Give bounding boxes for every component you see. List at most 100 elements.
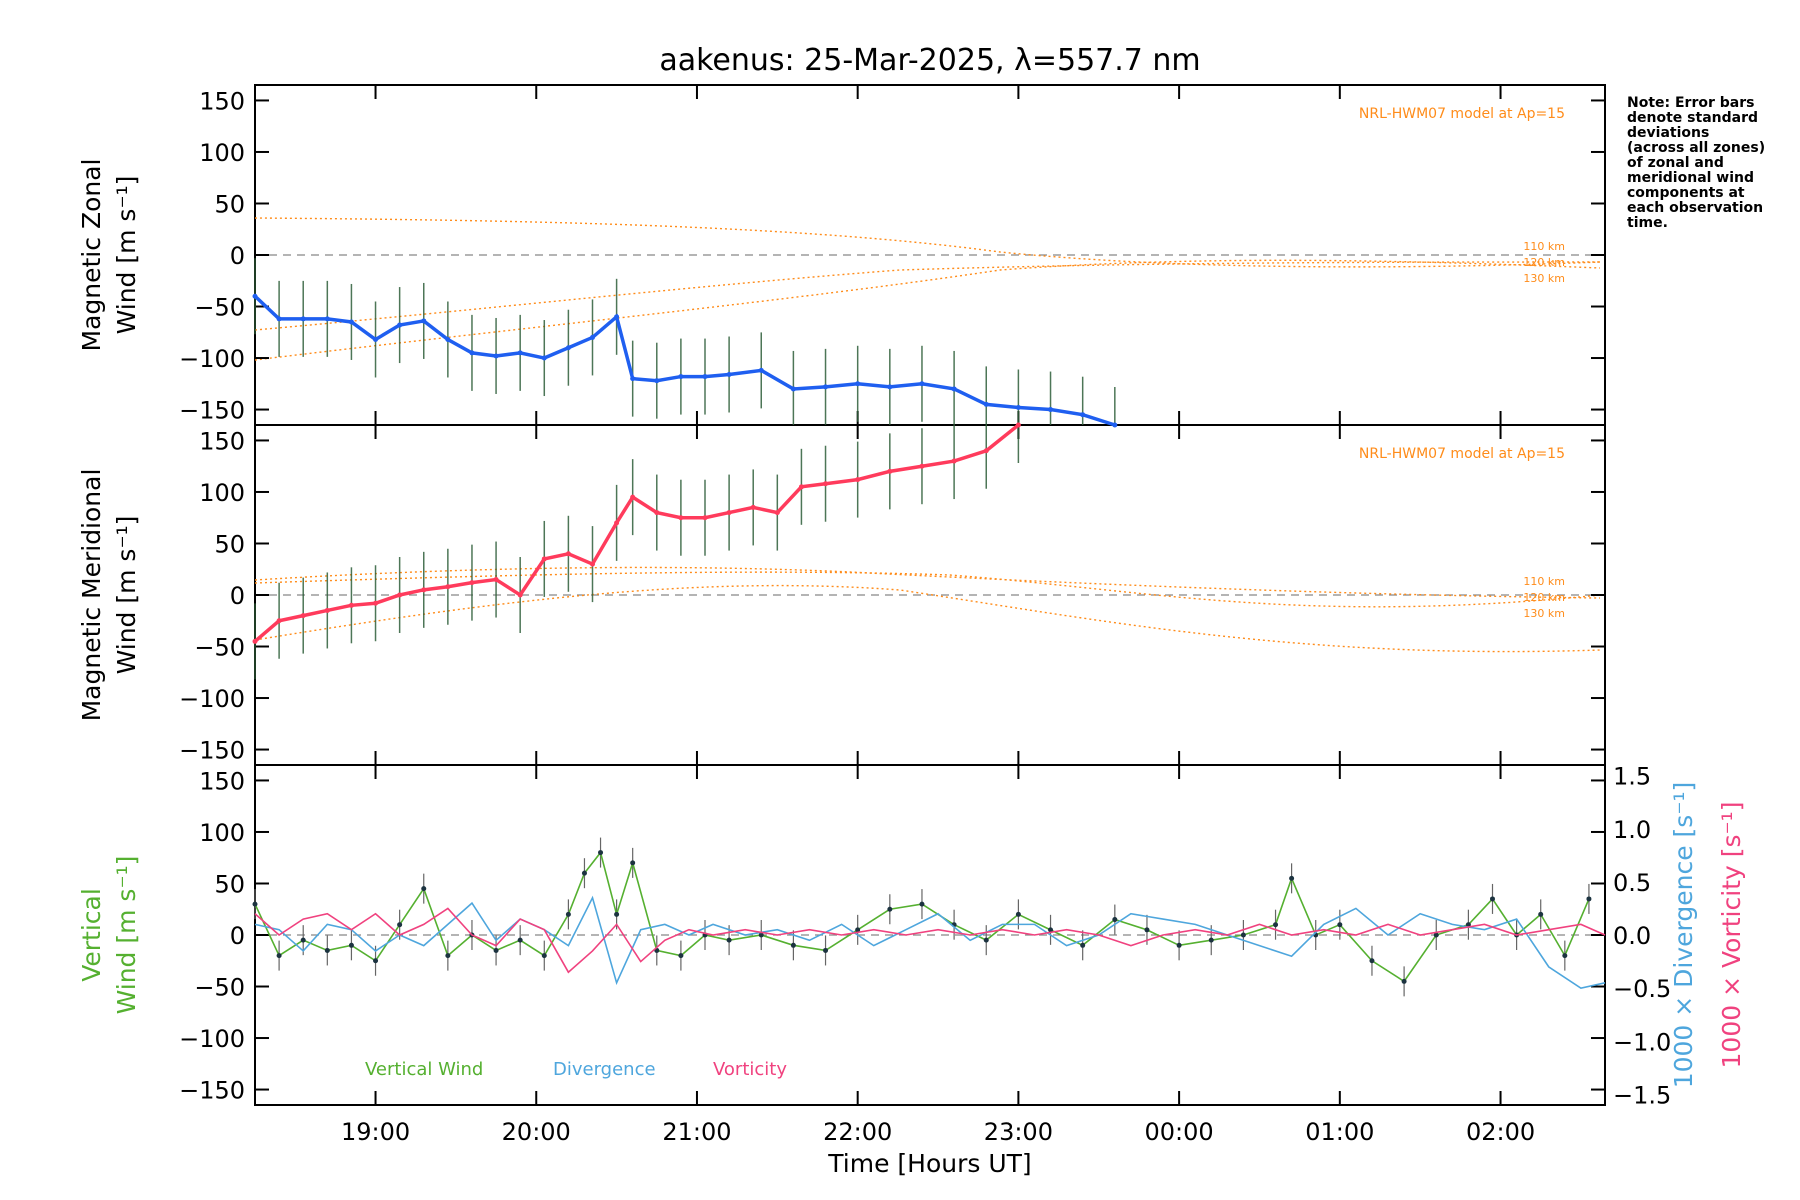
data-point — [630, 494, 636, 500]
y2-tick-label: 1.5 — [1613, 763, 1651, 791]
data-point — [252, 638, 258, 644]
data-point — [855, 381, 861, 387]
y-tick-label: 50 — [214, 190, 245, 218]
y2-tick-label: −0.5 — [1613, 975, 1671, 1003]
zonal-ylabel-line1: Magnetic Zonal — [77, 159, 106, 352]
y-tick-label: −100 — [179, 345, 245, 373]
data-point — [445, 336, 451, 342]
legend-vorticity: Vorticity — [713, 1059, 787, 1080]
data-point — [541, 556, 547, 562]
note-line: (across all zones) — [1627, 140, 1765, 156]
x-tick-label: 23:00 — [984, 1118, 1053, 1146]
data-point — [276, 953, 282, 959]
note-line: deviations — [1627, 125, 1709, 141]
data-point — [1015, 911, 1021, 917]
data-point — [790, 942, 796, 948]
x-tick-label: 20:00 — [502, 1118, 571, 1146]
note-line: denote standard — [1627, 110, 1758, 126]
data-point — [887, 384, 893, 390]
data-point — [1112, 422, 1118, 428]
data-point — [581, 870, 587, 876]
x-tick-label: 02:00 — [1466, 1118, 1535, 1146]
data-point — [919, 463, 925, 469]
y-tick-label: −150 — [179, 1077, 245, 1105]
y-tick-label: 150 — [199, 767, 245, 795]
data-point — [1586, 896, 1592, 902]
data-point — [493, 577, 499, 583]
note-line: meridional wind — [1627, 170, 1754, 186]
axis-ticks: 150100500−50−100−150150100500−50−100−150… — [179, 85, 1671, 1146]
y-tick-label: −150 — [179, 397, 245, 425]
y-tick-label: 0 — [230, 582, 245, 610]
data-point — [630, 376, 636, 382]
note-line: Note: Error bars — [1627, 95, 1754, 111]
x-tick-label: 21:00 — [662, 1118, 731, 1146]
y-tick-label: −50 — [194, 294, 245, 322]
data-point — [1080, 412, 1086, 418]
y-tick-label: 50 — [214, 530, 245, 558]
x-tick-label: 01:00 — [1305, 1118, 1374, 1146]
data-point — [445, 584, 451, 590]
data-point — [324, 607, 330, 613]
y2-tick-label: 0.0 — [1613, 922, 1651, 950]
meridional-model-120km — [254, 571, 1601, 608]
data-point — [324, 947, 330, 953]
data-point — [517, 350, 523, 356]
data-point — [1048, 407, 1054, 413]
data-point — [919, 901, 925, 907]
data-point — [469, 350, 475, 356]
meridional-km-130: 130 km — [1523, 607, 1565, 620]
data-point — [397, 592, 403, 598]
data-point — [397, 322, 403, 328]
zonal-km-120: 120 km — [1523, 256, 1565, 269]
note-line: each observation — [1627, 200, 1763, 216]
data-point — [702, 374, 708, 380]
data-point — [1369, 958, 1375, 964]
data-point — [702, 515, 708, 521]
zonal-model-curves — [254, 217, 1601, 361]
y2-tick-label: 1.0 — [1613, 816, 1651, 844]
data-point — [823, 384, 829, 390]
data-point — [1337, 922, 1343, 928]
data-point — [654, 378, 660, 384]
data-point — [823, 947, 829, 953]
data-point — [750, 504, 756, 510]
y-tick-label: 0 — [230, 922, 245, 950]
data-point — [324, 316, 330, 322]
zonal-model-110km — [254, 217, 1601, 268]
data-point — [421, 886, 427, 892]
data-point — [654, 510, 660, 516]
data-point — [726, 510, 732, 516]
data-point — [517, 937, 523, 943]
legend-vertical-wind: Vertical Wind — [365, 1059, 483, 1080]
note-line: components at — [1627, 185, 1745, 201]
meridional-model-130km — [254, 584, 1601, 653]
y-tick-label: 150 — [199, 87, 245, 115]
meridional-ylabel-units: [m s⁻¹] — [112, 516, 141, 604]
data-point — [348, 602, 354, 608]
y-tick-label: 100 — [199, 479, 245, 507]
y-tick-label: −150 — [179, 737, 245, 765]
data-point — [1401, 978, 1407, 984]
zonal-km-110: 110 km — [1523, 240, 1565, 253]
data-point — [983, 448, 989, 454]
data-point — [469, 580, 475, 586]
note-line: time. — [1627, 215, 1668, 231]
data-point — [276, 618, 282, 624]
data-point — [565, 911, 571, 917]
data-point — [1240, 932, 1246, 938]
meridional-model-110km — [254, 566, 1601, 599]
data-point — [1015, 422, 1021, 428]
data-point — [252, 293, 258, 299]
legend-divergence: Divergence — [553, 1059, 656, 1080]
y2-tick-label: −1.5 — [1613, 1081, 1671, 1109]
vertical-ylabel-units: [m s⁻¹] — [112, 856, 141, 944]
y2-tick-label: 0.5 — [1613, 869, 1651, 897]
data-point — [1015, 404, 1021, 410]
data-point — [614, 520, 620, 526]
zonal-ylabel-units: [m s⁻¹] — [112, 176, 141, 264]
data-point — [300, 937, 306, 943]
meridional-ylabel-line2: Wind [m s⁻¹] — [112, 516, 141, 675]
data-point — [1048, 927, 1054, 933]
